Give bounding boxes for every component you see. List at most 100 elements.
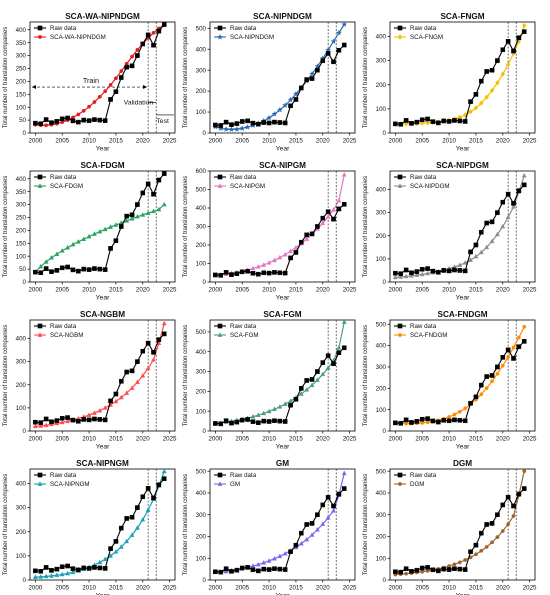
raw-data-point (70, 417, 76, 423)
model-point (119, 69, 124, 73)
raw-data-point (288, 255, 293, 261)
raw-data-point (484, 522, 489, 527)
y-tick-label: 100 (16, 253, 27, 260)
subplot-3: SCA-FNGM 2000 2005 2010 2015 2020 2025 0 100 200 3… (363, 12, 537, 153)
y-tick-label: 500 (196, 468, 207, 475)
model-point (447, 415, 451, 419)
raw-data-point (113, 89, 119, 94)
raw-data-point (393, 569, 398, 575)
raw-data-point (468, 249, 473, 255)
raw-data-point (161, 22, 167, 27)
legend-marker (397, 34, 403, 40)
raw-data-point (320, 215, 326, 221)
x-axis-label: Year (96, 295, 110, 302)
raw-data-point (409, 568, 414, 574)
raw-data-point (484, 374, 489, 379)
raw-data-point (277, 566, 283, 572)
raw-data-point (223, 418, 229, 423)
raw-data-point (304, 77, 309, 82)
model-point (102, 226, 108, 232)
legend-marker (38, 35, 42, 39)
x-tick-label: 2015 (289, 436, 303, 443)
model-point (43, 422, 49, 428)
model-point (325, 214, 331, 219)
x-tick-label: 2020 (316, 436, 330, 443)
raw-data-point (325, 209, 331, 215)
raw-data-point (484, 220, 489, 226)
raw-data-point (151, 42, 156, 48)
y-tick-label: 500 (196, 25, 207, 32)
raw-data-point (457, 418, 463, 423)
raw-data-point (403, 417, 409, 423)
raw-data-point (245, 417, 250, 422)
raw-data-point (398, 421, 404, 426)
plot-frame (29, 319, 176, 432)
raw-data-point (293, 396, 299, 402)
subplot-title: SCA-NIPNDGM (253, 12, 312, 21)
raw-data-point (43, 266, 49, 271)
raw-data-point (59, 116, 65, 122)
model-point (404, 421, 409, 426)
x-tick-label: 2025 (343, 585, 357, 592)
x-axis-label: Year (276, 146, 290, 153)
subplot-9: SCA-FNDGM 2000 2005 2010 2015 2020 2025 0 100 200… (363, 310, 537, 451)
raw-data-point (320, 58, 326, 64)
legend-marker (397, 25, 403, 31)
raw-data-point (239, 269, 245, 275)
x-axis-label: Year (276, 444, 290, 451)
legend-marker (397, 323, 403, 329)
raw-data-point (398, 569, 404, 575)
legend-marker (217, 183, 223, 188)
model-point (392, 274, 398, 280)
y-tick-label: 400 (376, 490, 387, 497)
raw-data-point (266, 120, 272, 126)
x-tick-label: 2000 (388, 585, 402, 592)
y-axis-label: Total number of translation companies (3, 325, 9, 426)
model-point (419, 271, 425, 277)
raw-data-point (256, 568, 261, 574)
model-point (521, 22, 527, 29)
raw-data-point (54, 268, 60, 273)
raw-data-point (266, 419, 272, 424)
subplot-11: GM 2000 2005 2010 2015 2020 2025 0 100 200 300 400 5… (183, 459, 357, 595)
model-point (87, 104, 91, 109)
model-point (81, 108, 86, 113)
y-tick-label: 100 (376, 555, 387, 562)
raw-data-point (393, 420, 398, 426)
model-point (118, 544, 124, 549)
y-tick-label: 50 (19, 266, 26, 273)
raw-data-point (118, 224, 124, 229)
raw-data-point (446, 567, 452, 572)
y-axis-label: Total number of translation companies (363, 474, 369, 575)
legend-label: SCA-FDGM (50, 183, 83, 190)
raw-data-point (229, 122, 234, 127)
legend-label: Raw data (410, 323, 437, 330)
raw-data-point (419, 416, 425, 422)
model-point (161, 468, 167, 474)
model-point (97, 94, 102, 99)
raw-data-point (409, 121, 414, 126)
raw-data-point (54, 566, 60, 572)
raw-data-point (49, 120, 54, 125)
raw-data-point (86, 566, 92, 571)
x-axis-label: Year (456, 146, 470, 153)
model-point (331, 207, 336, 212)
raw-data-point (293, 542, 299, 548)
raw-data-point (261, 418, 267, 424)
y-axis-label: Total number of translation companies (183, 176, 189, 277)
raw-data-point (97, 565, 103, 571)
x-tick-label: 2010 (442, 138, 456, 145)
legend-label: SCA-FGM (230, 332, 259, 339)
x-tick-label: 2025 (343, 287, 357, 294)
raw-data-point (213, 272, 218, 278)
raw-data-point (325, 353, 331, 358)
y-axis-label: Total number of translation companies (3, 474, 9, 575)
model-point (32, 574, 38, 579)
raw-data-point (511, 48, 516, 54)
model-point (341, 319, 347, 324)
model-point (92, 231, 97, 236)
raw-data-point (441, 418, 447, 423)
x-tick-label: 2020 (136, 585, 150, 592)
raw-data-point (495, 512, 500, 518)
y-tick-label: 0 (203, 279, 207, 286)
